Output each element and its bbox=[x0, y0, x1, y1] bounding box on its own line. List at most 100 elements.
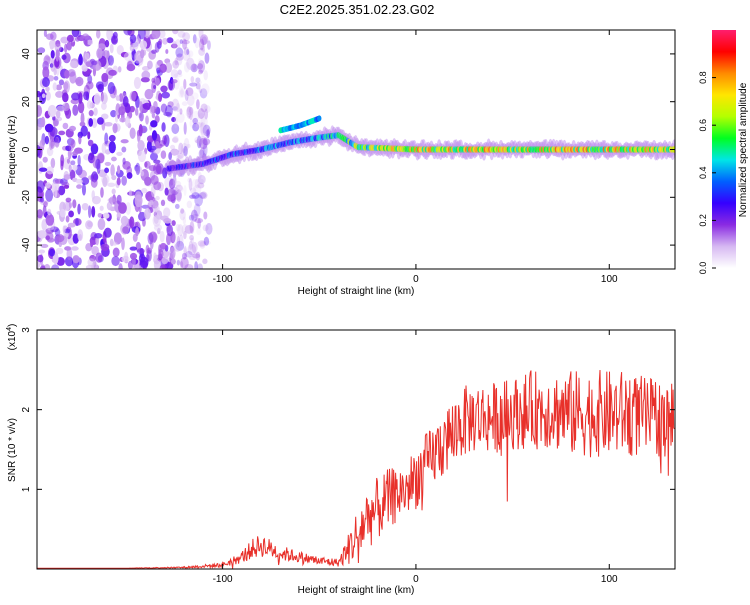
spectrogram-noise-cell bbox=[173, 190, 182, 201]
spectrogram-noise-cell bbox=[173, 116, 178, 129]
spectrogram-noise-cell bbox=[179, 209, 186, 221]
spectrogram-noise-cell bbox=[133, 76, 142, 89]
spectrogram-noise-cell bbox=[154, 205, 160, 213]
snr-line bbox=[37, 369, 675, 569]
spectrogram-noise-cell bbox=[68, 143, 74, 152]
spectrogram-noise-cell bbox=[64, 246, 71, 251]
spectrogram-noise-cell bbox=[158, 92, 163, 103]
spectrogram-noise-cell bbox=[161, 256, 169, 265]
spectrogram-noise-cell bbox=[186, 200, 193, 209]
colorbar: 0.0 0.2 0.4 0.6 0.8 Normalized spectral ampl… bbox=[698, 30, 749, 274]
spectrogram-noise-cell bbox=[182, 49, 191, 61]
spectrogram-noise-cell bbox=[55, 49, 60, 59]
spectrogram-noise-cell bbox=[157, 227, 161, 235]
spectrogram-noise-cell bbox=[183, 137, 190, 151]
spectrogram-noise-cell bbox=[145, 244, 150, 255]
spectrogram-noise-cell bbox=[184, 61, 190, 73]
spectrogram-cells bbox=[37, 30, 675, 269]
spectrogram-noise-cell bbox=[37, 161, 44, 174]
snr-multiplier: (x104) bbox=[6, 324, 18, 351]
spectrogram-noise-cell bbox=[62, 122, 69, 130]
spectrogram-noise-cell bbox=[171, 98, 180, 112]
spectrogram-noise-cell bbox=[199, 38, 205, 51]
spectrogram-noise-cell bbox=[93, 173, 99, 181]
spectrogram-noise-cell bbox=[185, 87, 194, 97]
spectrogram-noise-cell bbox=[176, 112, 185, 124]
spectrogram-noise-cell bbox=[97, 83, 104, 93]
spectrogram-noise-cell bbox=[150, 152, 158, 161]
spectrogram-noise-cell bbox=[171, 137, 179, 143]
spectrogram-noise-cell bbox=[77, 229, 84, 242]
spectrogram-noise-cell bbox=[200, 135, 206, 145]
spectrogram-noise-cell bbox=[189, 220, 195, 234]
spectrogram-noise-cell bbox=[197, 63, 204, 70]
spectrogram-ytick-label: -20 bbox=[21, 190, 32, 205]
spectrogram-noise-cell bbox=[179, 39, 184, 44]
spectrogram-noise-cell bbox=[88, 117, 94, 127]
spectrogram-noise-cell bbox=[160, 85, 168, 93]
spectrogram-noise-cell bbox=[150, 120, 158, 128]
spectrogram-noise-cell bbox=[45, 213, 55, 227]
spectrogram-noise-cell bbox=[44, 135, 50, 145]
spectrogram-noise-cell bbox=[116, 194, 122, 205]
spectrogram-noise-cell bbox=[144, 88, 154, 100]
spectrogram-noise-cell bbox=[110, 164, 115, 177]
spectrogram-noise-cell bbox=[68, 202, 73, 209]
spectrogram-noise-cell bbox=[191, 63, 197, 71]
spectrogram-noise-cell bbox=[193, 203, 201, 217]
spectrogram-noise-cell bbox=[109, 43, 114, 54]
spectrogram-noise-cell bbox=[182, 216, 186, 225]
spectrogram-noise-cell bbox=[75, 179, 83, 184]
spectrogram-noise-cell bbox=[111, 174, 117, 181]
spectrogram-noise-cell bbox=[183, 121, 187, 135]
spectrogram-noise-cell bbox=[43, 263, 51, 269]
spectrogram-noise-cell bbox=[197, 240, 207, 247]
spectrogram-noise-cell bbox=[198, 47, 206, 56]
spectrogram-noise-cell bbox=[72, 150, 79, 156]
spectrogram-noise-cell bbox=[45, 33, 54, 40]
spectrogram-noise-cell bbox=[153, 214, 159, 225]
spectrogram-noise-cell bbox=[75, 217, 79, 227]
spectrogram-noise-cell bbox=[134, 107, 139, 116]
spectrogram-noise-cell bbox=[137, 30, 146, 40]
spectrogram-noise-cell bbox=[183, 78, 187, 90]
spectrogram-noise-cell bbox=[135, 95, 140, 109]
spectrogram-noise-cell bbox=[177, 224, 184, 237]
spectrogram-noise-cell bbox=[190, 63, 198, 73]
spectrogram-noise-cell bbox=[93, 93, 101, 106]
snr-xlabel: Height of straight line (km) bbox=[298, 585, 415, 596]
spectrogram-noise-cell bbox=[168, 152, 172, 160]
spectrogram-noise-cell bbox=[155, 195, 160, 201]
spectrogram-noise-cell bbox=[107, 55, 114, 66]
spectrogram-noise-cell bbox=[90, 240, 94, 248]
spectrogram-noise-cell bbox=[190, 237, 195, 245]
spectrogram-noise-cell bbox=[160, 150, 167, 159]
spectrogram-noise-cell bbox=[87, 139, 94, 147]
spectrogram-noise-cell bbox=[153, 181, 162, 191]
spectrogram-noise-cell bbox=[37, 47, 46, 54]
spectrogram-noise-cell bbox=[96, 47, 103, 59]
spectrogram-noise-cell bbox=[100, 243, 110, 251]
spectrogram-noise-cell bbox=[169, 246, 176, 260]
spectrogram-noise-cell bbox=[114, 110, 119, 123]
spectrogram-noise-cell bbox=[176, 102, 181, 113]
svg-text:(x104): (x104) bbox=[6, 324, 18, 351]
spectrogram-noise-cell bbox=[39, 196, 45, 203]
spectrogram-noise-cell bbox=[86, 100, 93, 110]
spectrogram-noise-cell bbox=[120, 215, 129, 226]
spectrogram-noise-cell bbox=[194, 261, 198, 269]
spectrogram-noise-cell bbox=[46, 225, 54, 231]
spectrogram-noise-cell bbox=[95, 30, 101, 39]
spectrogram-noise-cell bbox=[104, 167, 110, 174]
spectrogram-noise-cell bbox=[180, 150, 184, 163]
spectrogram-noise-cell bbox=[123, 52, 133, 62]
spectrogram-noise-cell bbox=[50, 31, 57, 41]
spectrogram-noise-cell bbox=[139, 49, 145, 59]
snr-multiplier-base: (x10 bbox=[7, 330, 18, 350]
snr-xtick-label: -100 bbox=[213, 574, 233, 585]
snr-series bbox=[37, 369, 675, 569]
spectrogram-noise-cell bbox=[202, 138, 211, 146]
spectrogram-noise-cell bbox=[176, 56, 183, 66]
snr-frame bbox=[36, 329, 676, 570]
spectrogram-noise-cell bbox=[139, 111, 144, 122]
